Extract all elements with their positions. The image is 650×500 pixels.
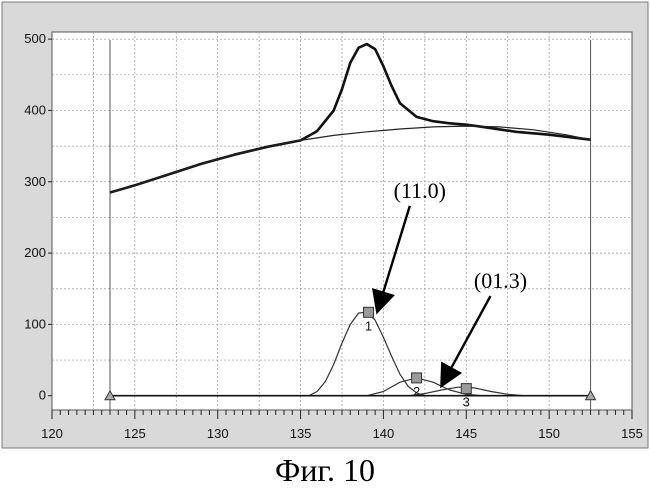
y-tick-label: 400 [24, 102, 46, 117]
x-tick-label: 145 [455, 426, 477, 441]
x-tick-label: 155 [621, 426, 643, 441]
y-tick-label: 100 [24, 316, 46, 331]
y-tick-label: 500 [24, 31, 46, 46]
y-tick-label: 300 [24, 174, 46, 189]
annotation-label: (11.0) [394, 178, 446, 203]
peak-marker [461, 384, 471, 394]
y-tick-label: 0 [39, 388, 46, 403]
x-tick-label: 130 [207, 426, 229, 441]
peak-marker [364, 307, 374, 317]
x-tick-label: 120 [41, 426, 63, 441]
spectrum-chart: 120 125 130 135 140 145 150 155 0 100 200 300 400 500… [0, 0, 650, 450]
y-tick-label: 200 [24, 245, 46, 260]
x-tick-label: 150 [538, 426, 560, 441]
x-tick-label: 135 [290, 426, 312, 441]
peak-marker-label: 2 [413, 384, 420, 399]
peak-marker-label: 1 [365, 318, 372, 333]
figure-caption: Фиг. 10 [0, 452, 650, 489]
x-tick-label: 140 [373, 426, 395, 441]
x-tick-label: 125 [124, 426, 146, 441]
peak-marker-label: 3 [463, 395, 470, 410]
peak-marker [412, 373, 422, 383]
annotation-label: (01.3) [474, 268, 527, 293]
